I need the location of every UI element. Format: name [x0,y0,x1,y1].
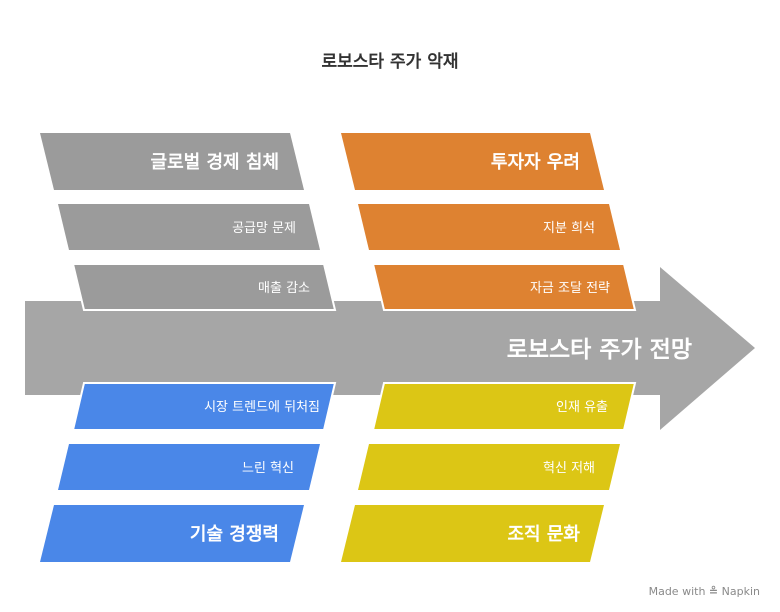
category-investor-concern: 투자자 우려 지분 희석 자금 조달 전략 [341,133,637,311]
cause-box [71,382,337,431]
cause-label: 인재 유출 [556,400,608,415]
cause-box [58,204,320,250]
cause-box [371,382,637,431]
napkin-brand: Napkin [721,585,760,598]
category-header-tech [40,505,304,562]
category-organizational-culture: 인재 유출 혁신 저해 조직 문화 [341,382,637,562]
category-header-culture [341,505,604,562]
made-with-napkin-footer: Made with ≗ Napkin [649,585,760,598]
cause-label: 느린 혁신 [242,461,294,476]
cause-label: 자금 조달 전략 [530,281,610,296]
cause-label: 시장 트렌드에 뒤처짐 [204,400,320,415]
made-with-label: Made with [648,585,706,598]
cause-box [358,444,620,490]
category-label-tech: 기술 경쟁력 [190,524,279,545]
category-tech-competitiveness: 시장 트렌드에 뒤처짐 느린 혁신 기술 경쟁력 [40,382,337,562]
diagram-title: 로보스타 주가 악재 [321,52,459,72]
spine-label: 로보스타 주가 전망 [507,337,692,363]
cause-box [358,204,620,250]
napkin-logo-icon: ≗ [708,585,719,598]
cause-label: 혁신 저해 [543,461,595,476]
cause-label: 지분 희석 [543,221,595,236]
category-header-investor [341,133,604,190]
cause-box [58,444,320,490]
cause-box [71,263,337,311]
category-label-global: 글로벌 경제 침체 [151,152,279,173]
category-header-global [40,133,304,190]
category-global-economy: 글로벌 경제 침체 공급망 문제 매출 감소 [40,133,337,311]
cause-label: 공급망 문제 [232,221,296,236]
category-label-culture: 조직 문화 [507,524,580,545]
cause-box [371,263,637,311]
category-label-investor: 투자자 우려 [491,152,580,173]
cause-label: 매출 감소 [258,281,310,296]
